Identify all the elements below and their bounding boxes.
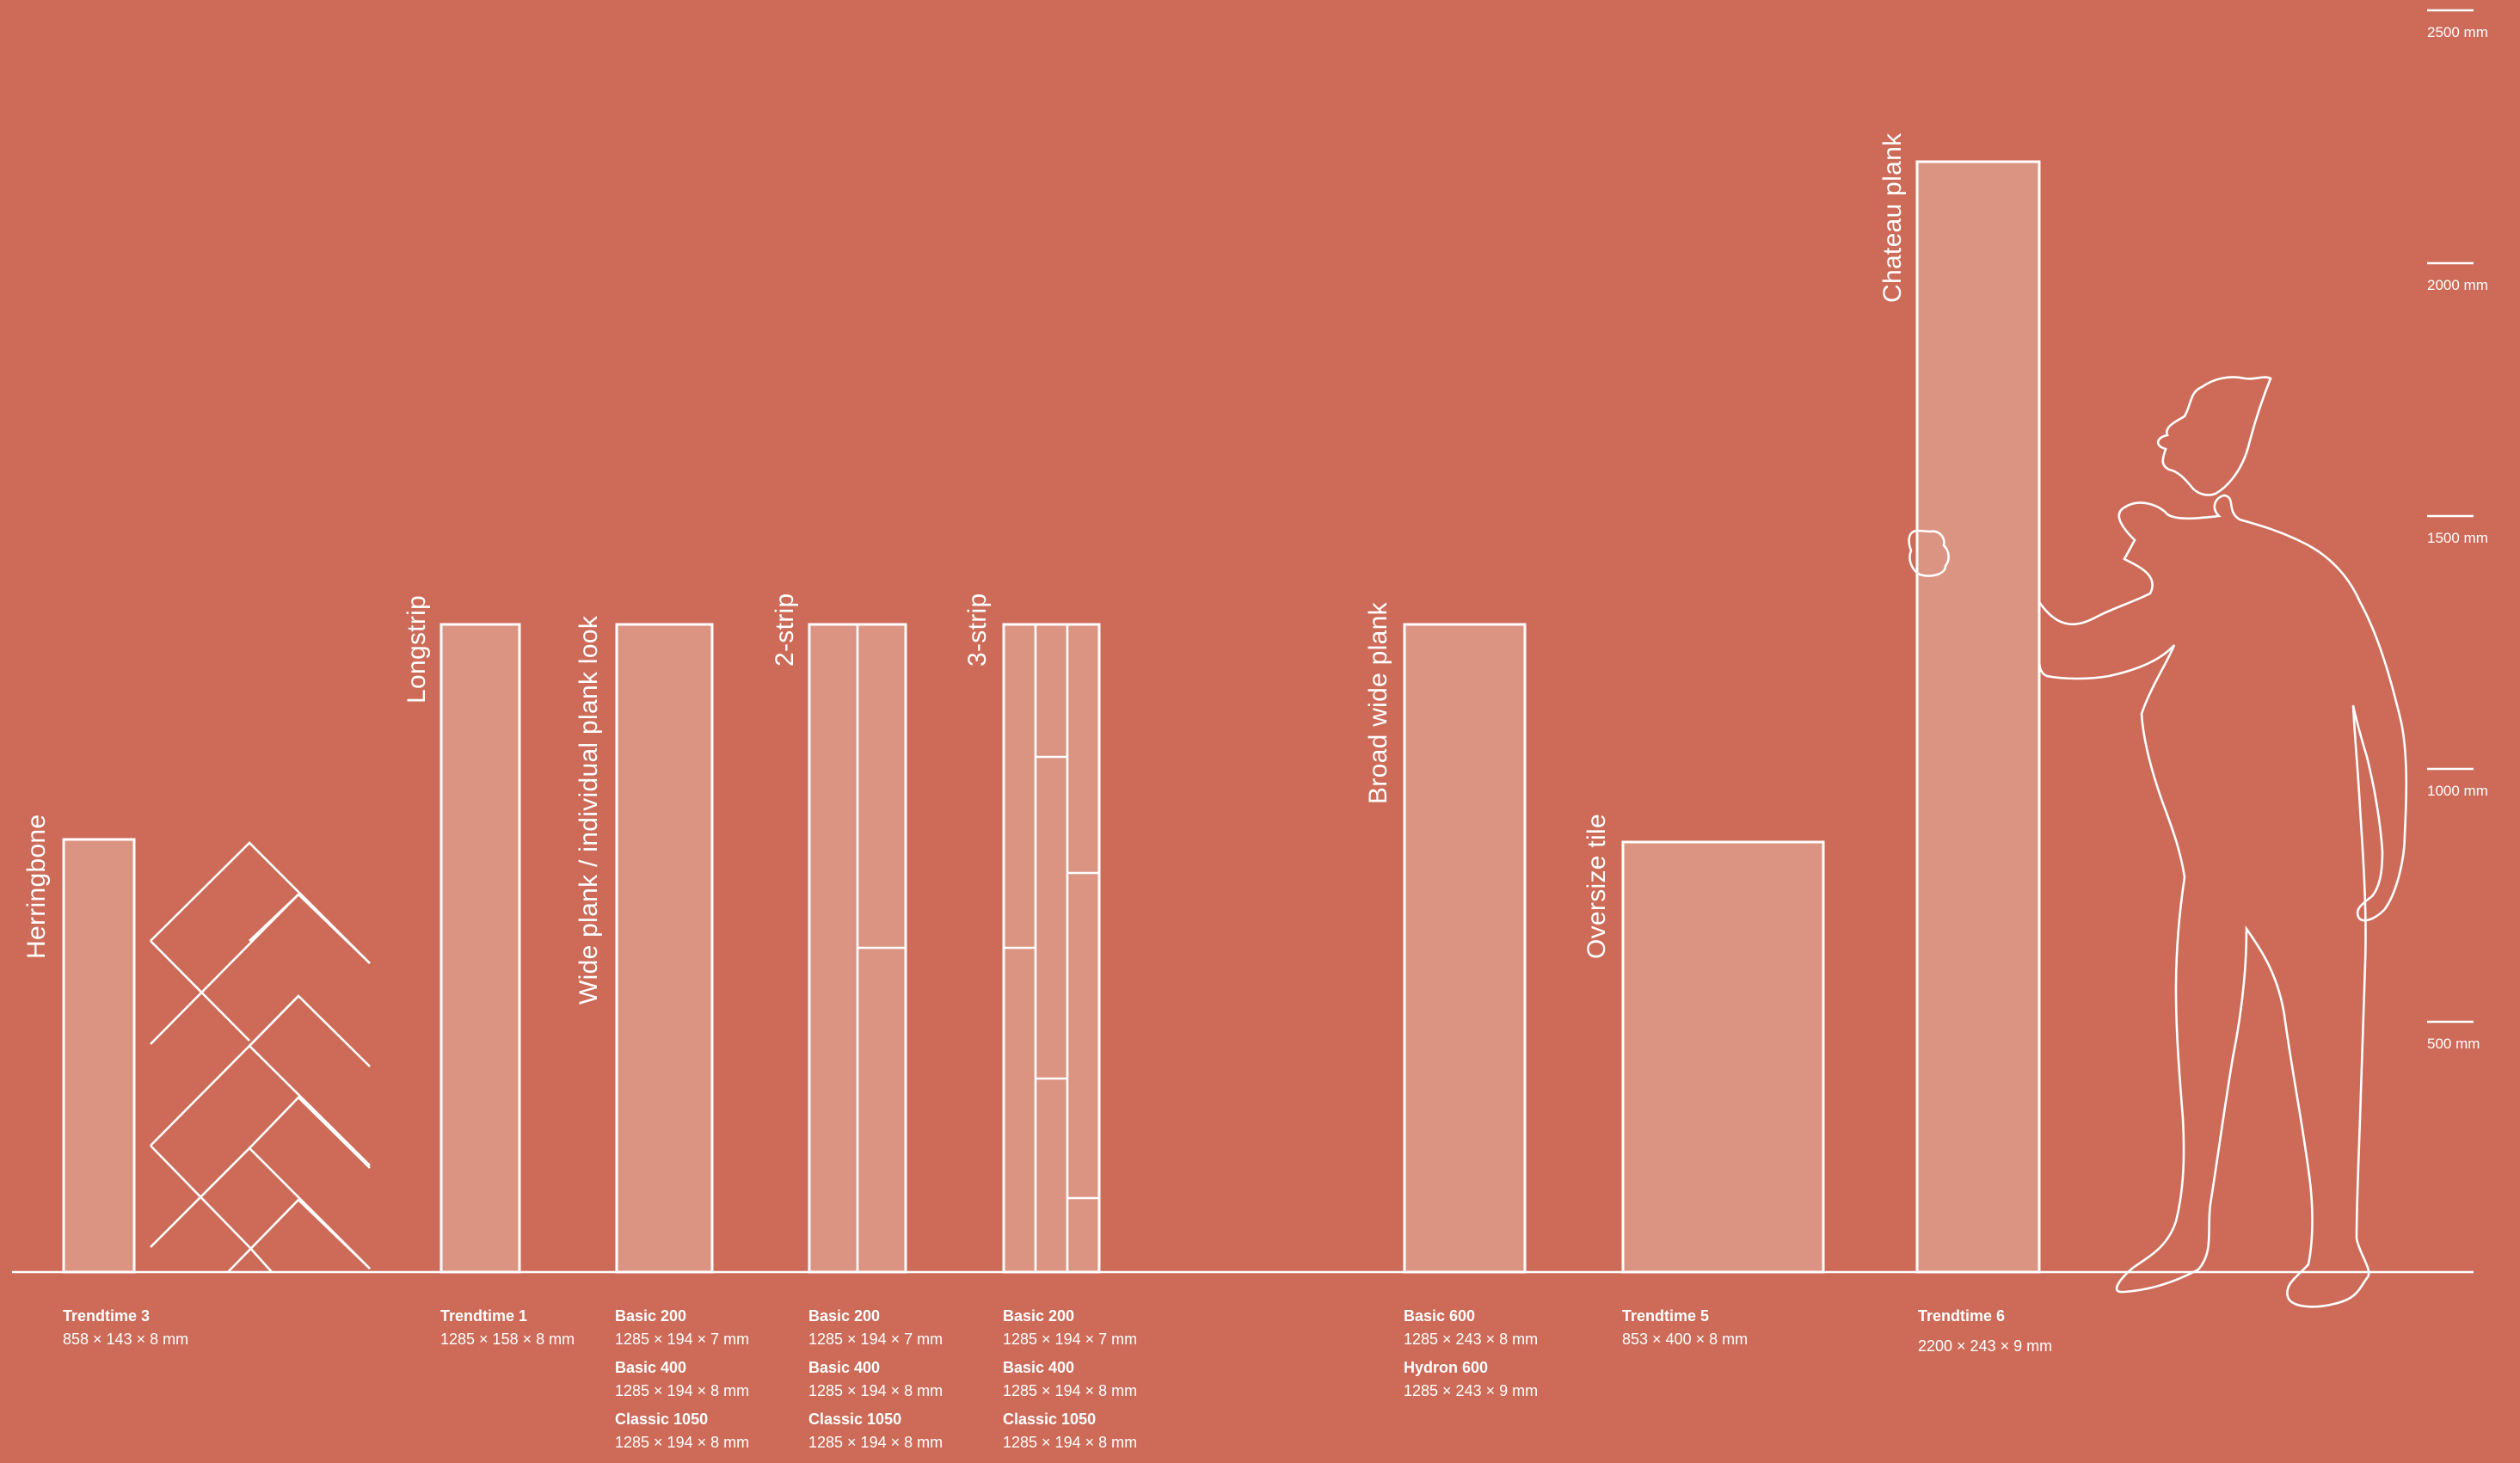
caption-wideplank: Basic 200 1285 × 194 × 7 mm Basic 400 1285…	[615, 1308, 749, 1463]
caption-twostrip: Basic 200 1285 × 194 × 7 mm Basic 400 1285…	[808, 1308, 943, 1463]
product-dims: 858 × 143 × 8 mm	[63, 1331, 189, 1348]
caption-threestrip: Basic 200 1285 × 194 × 7 mm Basic 400 1285…	[1003, 1308, 1137, 1463]
scale-label-500: 500 mm	[2427, 1036, 2480, 1052]
category-label-herringbone: Herringbone	[22, 814, 51, 959]
product-name: Basic 200	[1003, 1307, 1075, 1325]
category-label-twostrip: 2-strip	[771, 593, 799, 667]
oversize-tile	[1621, 840, 1825, 1274]
product-name: Basic 200	[615, 1307, 687, 1325]
scale-label-1500: 1500 mm	[2427, 530, 2488, 546]
caption-oversize: Trendtime 5 853 × 400 × 8 mm	[1622, 1308, 1748, 1360]
product-name: Classic 1050	[615, 1411, 709, 1428]
two-strip-group	[808, 623, 907, 1274]
product-dims: 1285 × 158 × 8 mm	[440, 1331, 575, 1348]
product-dims: 1285 × 194 × 8 mm	[1003, 1434, 1138, 1451]
product-dims: 2200 × 243 × 9 mm	[1918, 1337, 2053, 1355]
scale-label-1000: 1000 mm	[2427, 783, 2488, 799]
product-name: Trendtime 5	[1622, 1307, 1710, 1325]
product-name: Basic 400	[615, 1359, 687, 1376]
product-name: Trendtime 6	[1918, 1307, 2006, 1325]
product-dims: 853 × 400 × 8 mm	[1622, 1331, 1749, 1348]
category-label-threestrip: 3-strip	[963, 593, 992, 667]
three-strip-group	[1002, 623, 1101, 1274]
category-label-longstrip: Longstrip	[403, 595, 431, 704]
caption-longstrip: Trendtime 1 1285 × 158 × 8 mm	[440, 1308, 575, 1360]
wide-plank	[615, 623, 714, 1274]
longstrip-plank	[439, 623, 521, 1274]
product-dims: 1285 × 243 × 8 mm	[1404, 1331, 1539, 1348]
product-name: Classic 1050	[1003, 1411, 1097, 1428]
product-name: Basic 600	[1404, 1307, 1476, 1325]
product-dims: 1285 × 194 × 7 mm	[615, 1331, 750, 1348]
product-dims: 1285 × 194 × 8 mm	[615, 1434, 750, 1451]
product-name: Basic 400	[808, 1359, 881, 1376]
product-dims: 1285 × 194 × 7 mm	[808, 1331, 943, 1348]
caption-broadwide: Basic 600 1285 × 243 × 8 mm Hydron 600 128…	[1404, 1308, 1538, 1411]
caption-chateau: Trendtime 6 2200 × 243 × 9 mm	[1918, 1308, 2052, 1367]
product-name: Basic 400	[1003, 1359, 1075, 1376]
product-dims: 1285 × 194 × 8 mm	[1003, 1382, 1138, 1399]
category-label-chateau: Chateau plank	[1878, 132, 1907, 303]
product-dims: 1285 × 194 × 8 mm	[808, 1382, 943, 1399]
herringbone-plank	[62, 838, 136, 1274]
product-name: Trendtime 1	[440, 1307, 528, 1325]
product-name: Trendtime 3	[63, 1307, 151, 1325]
product-name: Classic 1050	[808, 1411, 902, 1428]
herringbone-group	[62, 838, 371, 1274]
caption-herringbone: Trendtime 3 858 × 143 × 8 mm	[63, 1308, 188, 1360]
product-dims: 1285 × 194 × 8 mm	[615, 1382, 750, 1399]
broad-wide-plank	[1403, 623, 1527, 1274]
product-dims: 1285 × 194 × 8 mm	[808, 1434, 943, 1451]
product-dims: 1285 × 243 × 9 mm	[1404, 1382, 1539, 1399]
person-silhouette	[1908, 376, 2408, 1308]
product-name: Hydron 600	[1404, 1359, 1489, 1376]
scale-label-2500: 2500 mm	[2427, 24, 2488, 40]
category-label-oversize: Oversize tile	[1583, 814, 1611, 959]
category-label-broadwide: Broad wide plank	[1364, 601, 1392, 804]
scale-label-2000: 2000 mm	[2427, 277, 2488, 293]
category-label-wideplank: Wide plank / individual plank look	[575, 615, 603, 1005]
chateau-plank	[1915, 160, 2041, 1274]
product-dims: 1285 × 194 × 7 mm	[1003, 1331, 1138, 1348]
height-scale: 2500 mm 2000 mm 1500 mm 1000 mm 500 mm	[2427, 9, 2488, 1052]
product-name: Basic 200	[808, 1307, 881, 1325]
herringbone-pattern	[150, 841, 371, 1273]
